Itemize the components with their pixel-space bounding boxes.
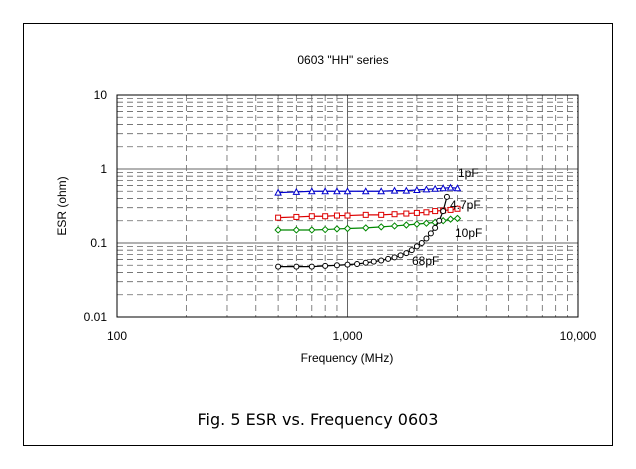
data-point (418, 240, 425, 246)
data-point (454, 205, 461, 212)
data-point (321, 187, 330, 195)
x-tick-label: 1,000 (332, 329, 362, 343)
data-point (422, 219, 431, 227)
plot-area-border (116, 94, 579, 318)
tick-labels: 100 1,000 10,000 10 1 0.1 0.01 (84, 88, 597, 343)
series-label-4.7pF: 4.7pF (450, 198, 481, 212)
y-tick-label: 1 (100, 162, 107, 176)
series-labels: 1pF 4.7pF 10pF 68pF (412, 166, 482, 268)
data-point (439, 184, 447, 192)
data-point (423, 209, 430, 216)
data-point (308, 213, 315, 220)
chart-title: 0603 "HH" series (297, 53, 388, 67)
data-point (378, 211, 385, 218)
data-point (275, 214, 282, 221)
data-point (408, 247, 415, 254)
data-point (447, 206, 454, 213)
x-axis-label: Frequency (MHz) (301, 351, 394, 365)
series-label-68pF: 68pF (412, 254, 439, 268)
data-point (413, 185, 421, 194)
data-point (378, 257, 385, 264)
series-68pF (275, 193, 450, 270)
data-point (377, 223, 385, 231)
data-point (397, 252, 404, 259)
data-point (436, 217, 443, 224)
data-point (333, 187, 341, 195)
data-point (453, 184, 462, 192)
series-1pF (274, 183, 462, 196)
data-point (308, 263, 315, 270)
series-line (278, 187, 458, 194)
data-point (390, 222, 399, 230)
data-point (292, 187, 301, 195)
y-tick-label: 0.01 (84, 310, 108, 324)
data-point (362, 224, 370, 232)
data-point (322, 213, 329, 220)
data-point (362, 259, 369, 266)
figure-caption: Fig. 5 ESR vs. Frequency 0603 (197, 410, 439, 429)
data-point (275, 263, 282, 270)
data-point (427, 230, 434, 237)
series-label-1pF: 1pF (458, 166, 479, 180)
y-tick-label: 10 (94, 88, 108, 102)
series-label-10pF: 10pF (455, 226, 482, 240)
data-point (333, 225, 341, 233)
data-point (432, 224, 439, 231)
figure-frame (23, 23, 613, 446)
data-point (361, 187, 370, 195)
data-point (453, 214, 462, 223)
data-point (440, 208, 447, 215)
data-point (292, 226, 301, 234)
data-point (377, 187, 386, 195)
data-point (293, 213, 300, 220)
data-point (344, 212, 351, 219)
data-point (333, 262, 340, 269)
data-point (322, 262, 329, 269)
data-point (391, 211, 398, 218)
data-point (446, 183, 455, 191)
x-tick-label: 10,000 (560, 329, 597, 343)
data-point (362, 211, 369, 218)
data-point (344, 261, 351, 268)
x-tick-label: 100 (107, 329, 127, 343)
data-series (274, 183, 462, 270)
data-point (423, 235, 430, 242)
data-point (391, 254, 398, 261)
data-point (343, 224, 352, 233)
data-point (402, 186, 411, 194)
data-point (403, 210, 410, 217)
data-point (431, 184, 439, 192)
data-point (403, 250, 410, 257)
series-4.7pF (275, 205, 461, 221)
series-line (278, 208, 458, 219)
data-point (274, 226, 282, 234)
data-point (443, 193, 450, 200)
data-point (293, 263, 300, 270)
data-point (274, 188, 282, 196)
data-point (402, 221, 411, 229)
grid-lines (117, 95, 578, 317)
data-point (446, 215, 455, 223)
data-point (390, 186, 399, 194)
y-axis-label: ESR (ohm) (55, 176, 69, 235)
data-point (343, 187, 352, 195)
data-point (308, 226, 316, 234)
data-point (370, 258, 377, 265)
data-point (422, 185, 431, 193)
data-point (413, 220, 421, 228)
data-point (321, 225, 329, 234)
data-point (333, 212, 340, 219)
y-tick-label: 0.1 (90, 236, 107, 250)
data-point (413, 243, 420, 250)
data-point (413, 209, 420, 216)
data-point (385, 255, 392, 262)
data-point (307, 187, 316, 195)
data-point (432, 208, 439, 215)
data-point (354, 261, 361, 268)
